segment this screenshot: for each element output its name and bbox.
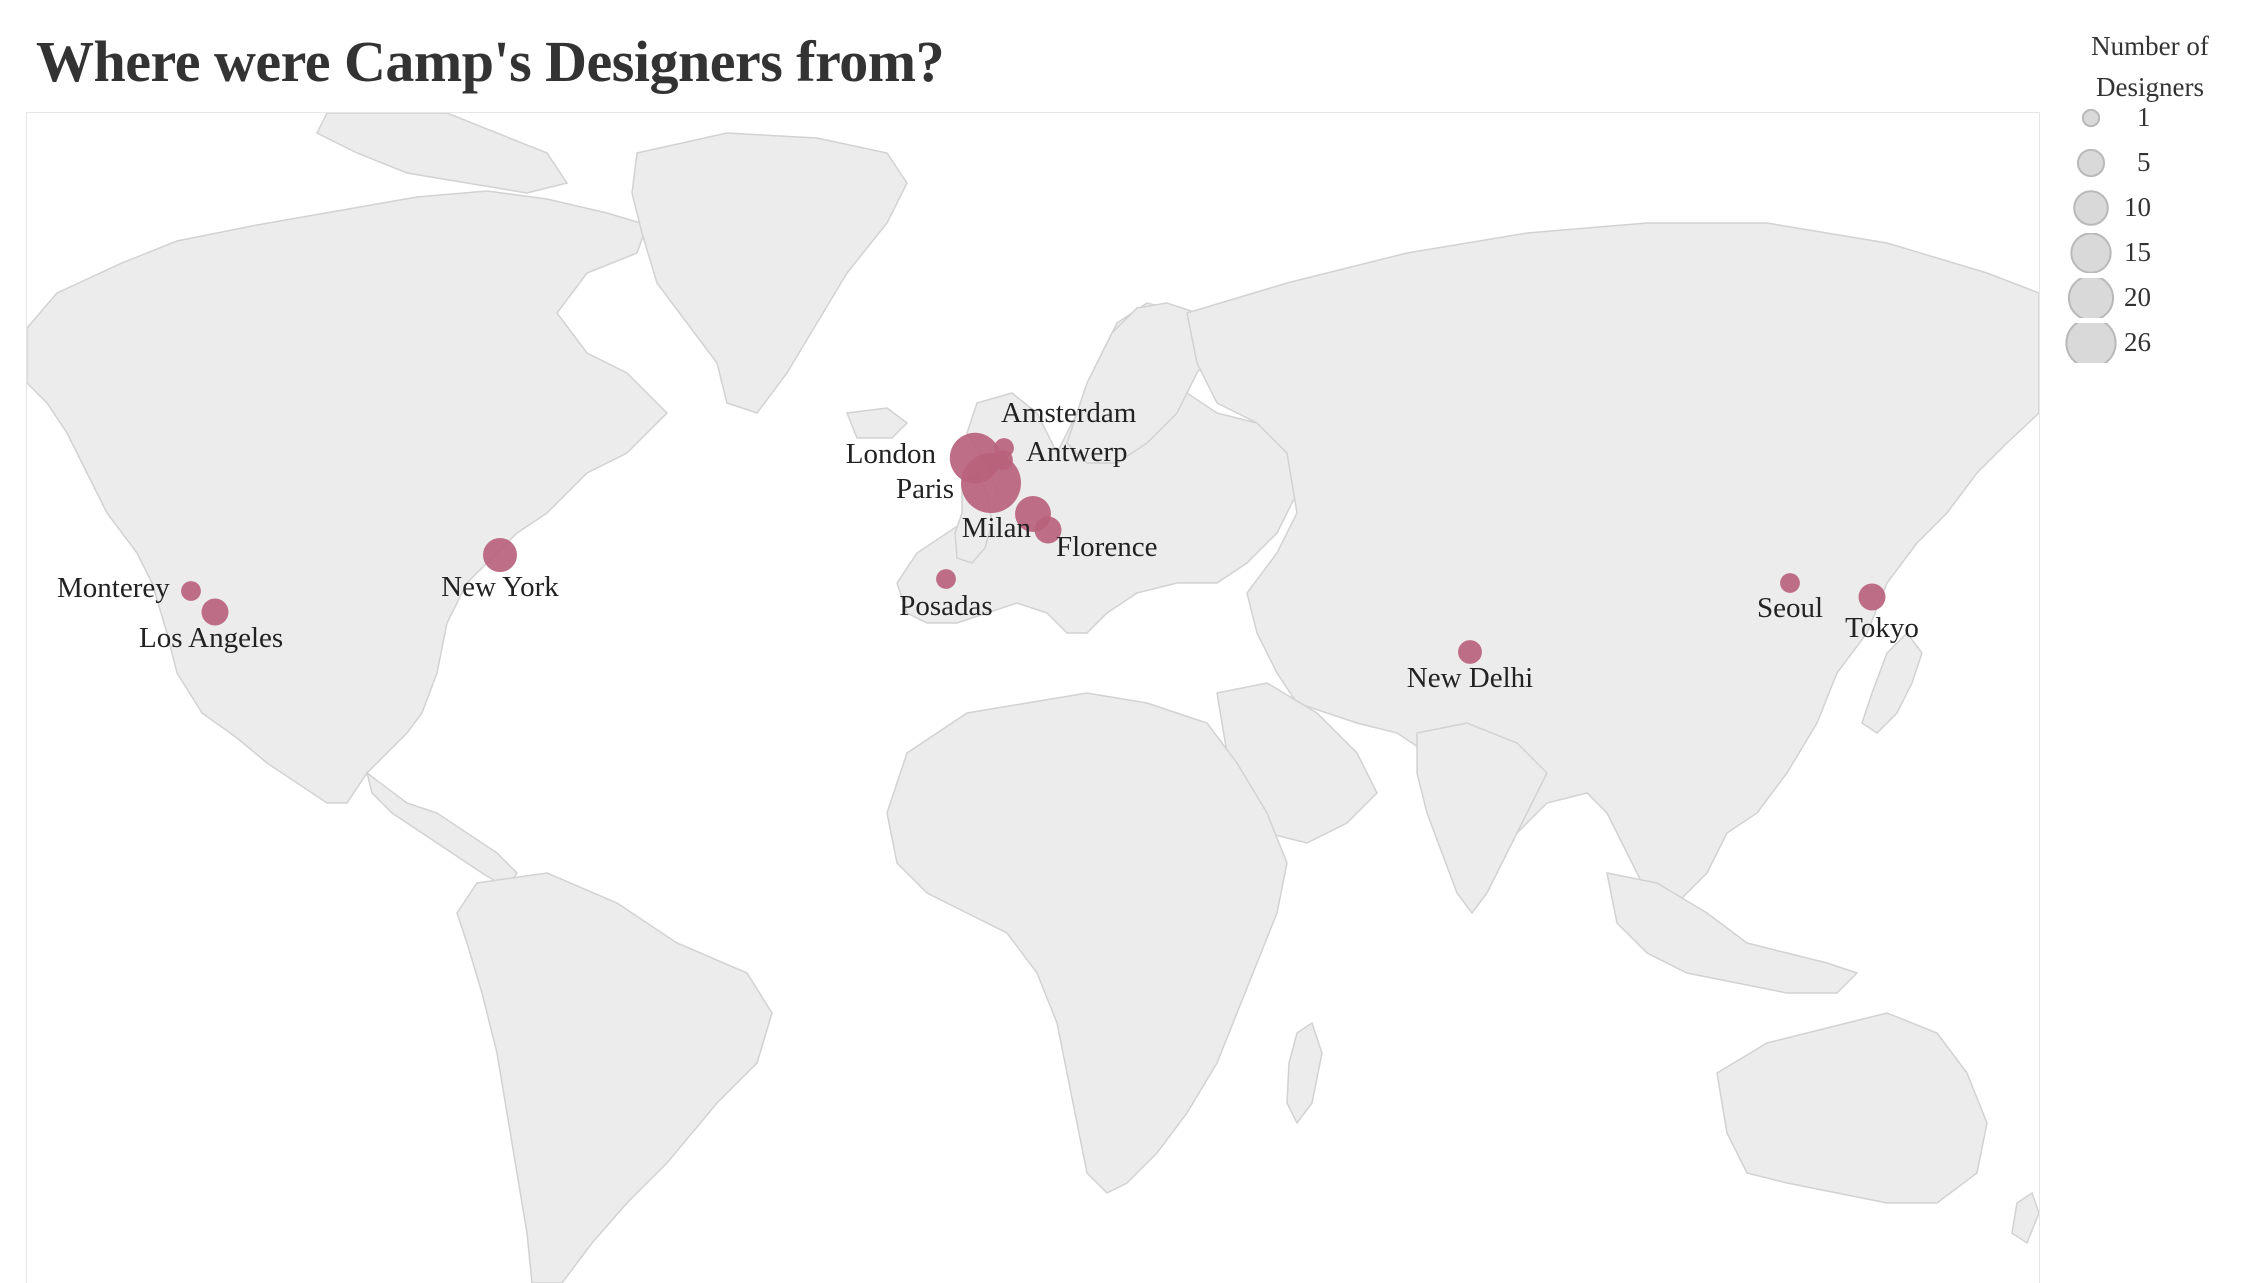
world-map[interactable]: Monterey Los Angeles New York London Paris Am…: [26, 112, 2040, 1283]
legend-label: 15: [2124, 237, 2151, 267]
legend-circle-svg: [2081, 108, 2101, 128]
legend-label: 1: [2137, 102, 2151, 132]
land-australia: [1716, 1012, 1988, 1204]
legend-row: 20: [2060, 278, 2240, 318]
legend-title-line1: Number of: [2091, 31, 2209, 61]
land-central-america: [365, 771, 518, 890]
legend-circle: [2067, 278, 2115, 318]
city-marker-new-delhi[interactable]: [1458, 640, 1482, 664]
land-southeast-asia: [1606, 872, 1859, 994]
city-marker-florence[interactable]: [1034, 516, 1062, 544]
legend-row: 15: [2060, 233, 2240, 273]
legend-row: 5: [2060, 143, 2240, 183]
city-label-milan: Milan: [962, 512, 1032, 544]
legend-label: 26: [2124, 327, 2151, 357]
legend-row: 10: [2060, 188, 2240, 228]
legend-circle: [2065, 323, 2117, 363]
legend-row: 1: [2060, 98, 2240, 138]
city-label-florence: Florence: [1056, 531, 1157, 563]
land-india: [1416, 722, 1548, 915]
land-greenland: [631, 132, 908, 414]
city-label-seoul: Seoul: [1757, 592, 1823, 624]
land-south-america: [456, 872, 773, 1283]
land-north-america: [27, 190, 669, 804]
city-label-new-delhi: New Delhi: [1407, 662, 1533, 694]
legend-label: 20: [2124, 282, 2151, 312]
legend-circle-svg: [2070, 233, 2112, 273]
city-label-tokyo: Tokyo: [1845, 612, 1919, 644]
city-label-amsterdam: Amsterdam: [1001, 397, 1137, 429]
city-marker-tokyo[interactable]: [1858, 583, 1886, 611]
city-marker-los-angeles[interactable]: [201, 598, 229, 626]
city-label-antwerp: Antwerp: [1026, 436, 1127, 468]
city-label-paris: Paris: [896, 473, 954, 505]
legend-title-line2: Designers: [2096, 72, 2204, 102]
land-madagascar: [1286, 1021, 1323, 1125]
land-japan: [1861, 631, 1923, 734]
land-europe: [896, 302, 1298, 634]
legend-row: 26: [2060, 323, 2240, 363]
size-legend: Number of Designers 1 5 10 15 20 26: [2060, 26, 2240, 363]
legend-circle: [2073, 190, 2109, 226]
city-label-london: London: [846, 438, 937, 470]
city-label-posadas: Posadas: [899, 590, 992, 622]
land-masses: [27, 113, 2039, 1283]
city-marker-antwerp[interactable]: [993, 450, 1013, 470]
legend-label: 5: [2137, 147, 2151, 177]
city-marker-new-york[interactable]: [482, 537, 518, 573]
legend-title: Number of Designers: [2060, 26, 2240, 108]
city-label-los-angeles: Los Angeles: [139, 622, 283, 654]
city-marker-posadas[interactable]: [936, 569, 956, 589]
city-marker-monterey[interactable]: [181, 581, 201, 601]
legend-circle-svg: [2065, 323, 2117, 363]
city-markers: [181, 432, 1886, 664]
land-arctic-islands: [315, 113, 569, 194]
legend-circle: [2081, 108, 2101, 128]
land-new-zealand: [2011, 1191, 2039, 1245]
legend-circle-svg: [2076, 148, 2106, 178]
page-title: Where were Camp's Designers from?: [36, 29, 945, 94]
city-label-new-york: New York: [441, 571, 559, 603]
legend-label: 10: [2124, 192, 2151, 222]
legend-circle: [2076, 148, 2106, 178]
legend-circle-svg: [2073, 190, 2109, 226]
land-iceland: [845, 407, 909, 439]
legend-circle: [2070, 233, 2112, 273]
land-africa: [886, 692, 1288, 1194]
city-marker-london[interactable]: [949, 432, 1001, 484]
city-label-monterey: Monterey: [57, 572, 170, 604]
legend-circle-svg: [2067, 278, 2115, 318]
city-marker-seoul[interactable]: [1780, 573, 1800, 593]
